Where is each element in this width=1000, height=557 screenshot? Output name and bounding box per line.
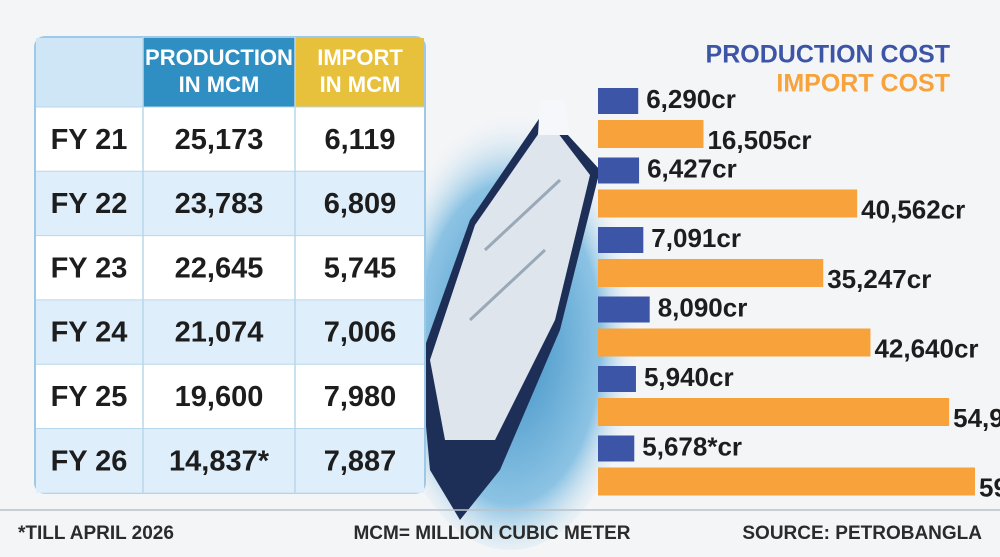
header-production (143, 38, 295, 107)
ship-bridge (538, 100, 570, 135)
header-import (295, 38, 424, 107)
legend-entry: IMPORT COST (776, 70, 950, 98)
bar (598, 467, 975, 496)
footer-source: SOURCE: PETROBANGLA (742, 523, 982, 544)
bar (598, 227, 644, 253)
value-label: 35,247cr (827, 264, 931, 294)
ship-pipe (468, 248, 547, 322)
value-label: 59,000cr (979, 472, 1000, 502)
value-label: 54,954cr (953, 403, 1000, 433)
bar (598, 157, 640, 184)
value-label: 42,640cr (874, 333, 978, 363)
legend-entry: PRODUCTION COST (706, 41, 950, 69)
table-cell: 19,600 (175, 381, 264, 413)
row-label: FY 24 (51, 317, 128, 349)
row-label: FY 22 (51, 188, 128, 220)
column-header: IN MCM (179, 72, 260, 97)
bar (598, 120, 704, 148)
table-cell: 23,783 (175, 188, 264, 220)
value-label: 16,505cr (707, 125, 811, 155)
value-label: 5,678*cr (642, 431, 742, 461)
ship-deck (430, 120, 590, 440)
value-label: 8,090cr (658, 292, 748, 322)
table-cell: 5,745 (324, 252, 397, 284)
value-label: 6,290cr (646, 84, 736, 114)
header-blank (36, 38, 143, 107)
value-label: 6,427cr (647, 153, 737, 183)
table-cell: 21,074 (175, 317, 264, 349)
row-label: FY 26 (51, 445, 128, 477)
bar (598, 259, 824, 287)
table-cell: 6,119 (325, 124, 396, 156)
row-band (36, 171, 424, 236)
table-cell: 6,809 (324, 188, 397, 220)
column-header: IMPORT (317, 45, 403, 70)
bar (598, 88, 639, 114)
value-label: 7,091cr (651, 223, 741, 253)
footer-note: *TILL APRIL 2026 (18, 523, 174, 544)
bar (598, 328, 871, 357)
table-cell: 25,173 (175, 124, 264, 156)
bar (598, 296, 650, 323)
row-label: FY 23 (51, 252, 128, 284)
table-cell: 22,645 (175, 252, 264, 284)
column-header: IN MCM (320, 72, 401, 97)
table-cell: 14,837* (169, 445, 270, 477)
table-cell: 7,887 (324, 445, 397, 477)
row-label: FY 21 (51, 124, 128, 156)
row-band (36, 299, 424, 365)
value-label: 40,562cr (861, 194, 965, 224)
ship-pipe (483, 178, 562, 252)
row-label: FY 25 (51, 381, 128, 413)
footer-definition: MCM= MILLION CUBIC METER (353, 523, 630, 544)
row-band (36, 428, 424, 493)
table-cell: 7,006 (324, 317, 397, 349)
column-header: PRODUCTION (145, 45, 293, 70)
bar (598, 366, 636, 392)
table-cell: 7,980 (324, 381, 397, 413)
bar (598, 189, 858, 218)
value-label: 5,940cr (644, 362, 734, 392)
bar (598, 398, 950, 426)
bar (598, 435, 635, 462)
